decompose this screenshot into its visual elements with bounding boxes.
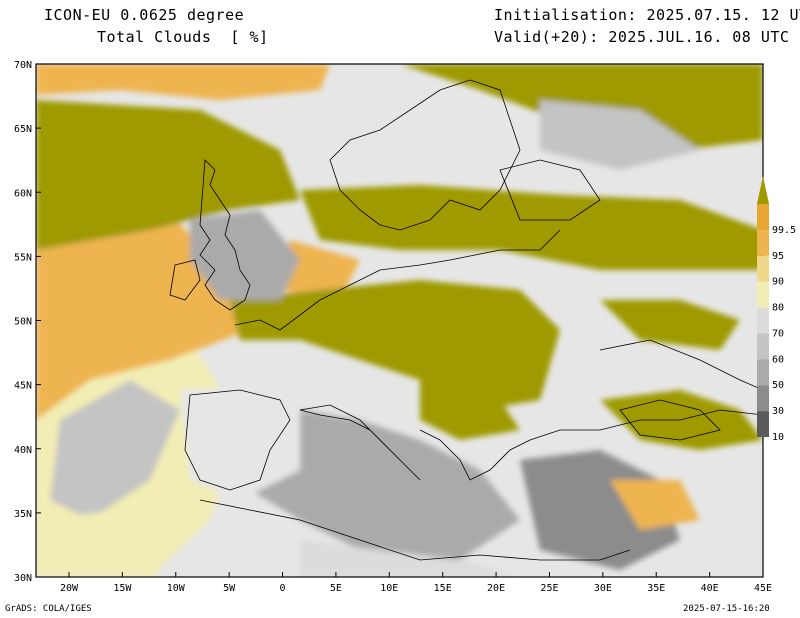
colorbar-swatch (757, 204, 769, 230)
lat-label-40n: 40N (14, 445, 32, 456)
lon-label-20w: 20W (60, 583, 79, 594)
valid-time: Valid(+20): 2025.JUL.16. 08 UTC (494, 28, 790, 46)
colorbar-swatch (757, 255, 769, 282)
colorbar-label: 60 (772, 354, 784, 365)
latitude-axis: 70N 65N 60N 55N 50N 45N 40N 35N 30N (14, 60, 41, 584)
colorbar-label: 50 (772, 380, 784, 391)
lat-label-70n: 70N (14, 60, 32, 71)
lon-label-30e: 30E (594, 583, 612, 594)
colorbar: 10 30 50 60 70 80 90 95 99.5 (757, 176, 796, 443)
colorbar-label: 30 (772, 406, 784, 417)
lon-label-5e: 5E (330, 583, 342, 594)
footer-source: GrADS: COLA/IGES (5, 604, 92, 614)
longitude-axis: 20W 15W 10W 5W 0 5E 10E 15E 20E 25E 30E 35E 40E 45E (60, 572, 772, 594)
lon-label-5w: 5W (223, 583, 236, 594)
model-title: ICON-EU 0.0625 degree (44, 6, 245, 24)
colorbar-label: 80 (772, 303, 784, 314)
coastlines (169, 79, 763, 561)
lon-label-15w: 15W (113, 583, 132, 594)
colorbar-swatch (757, 307, 769, 334)
lon-label-35e: 35E (647, 583, 665, 594)
colorbar-top-triangle (757, 176, 769, 204)
colorbar-label: 99.5 (772, 225, 796, 236)
lon-label-25e: 25E (540, 583, 558, 594)
lon-label-15e: 15E (434, 583, 452, 594)
cloud-field (36, 64, 763, 577)
init-time: Initialisation: 2025.07.15. 12 UTC (494, 6, 800, 24)
colorbar-swatch (757, 359, 769, 386)
footer-timestamp: 2025-07-15-16:20 (683, 604, 770, 614)
lat-label-55n: 55N (14, 252, 32, 263)
colorbar-label: 10 (772, 432, 784, 443)
colorbar-swatch (757, 411, 769, 437)
colorbar-swatch (757, 229, 769, 256)
lat-label-45n: 45N (14, 381, 32, 392)
lon-label-10e: 10E (380, 583, 398, 594)
colorbar-swatch (757, 333, 769, 360)
colorbar-label: 70 (772, 328, 784, 339)
colorbar-label: 90 (772, 277, 784, 288)
lon-label-10w: 10W (167, 583, 186, 594)
lat-label-30n: 30N (14, 573, 32, 584)
colorbar-swatch (757, 385, 769, 412)
colorbar-swatch (757, 281, 769, 308)
lat-label-50n: 50N (14, 317, 32, 328)
lat-label-60n: 60N (14, 188, 32, 199)
lat-label-65n: 65N (14, 124, 32, 135)
lon-label-0: 0 (280, 583, 286, 594)
lon-label-40e: 40E (701, 583, 719, 594)
field-title: Total Clouds [ %] (97, 28, 269, 46)
lon-label-20e: 20E (487, 583, 505, 594)
lat-label-35n: 35N (14, 509, 32, 520)
colorbar-label: 95 (772, 251, 784, 262)
lon-label-45e: 45E (754, 583, 772, 594)
